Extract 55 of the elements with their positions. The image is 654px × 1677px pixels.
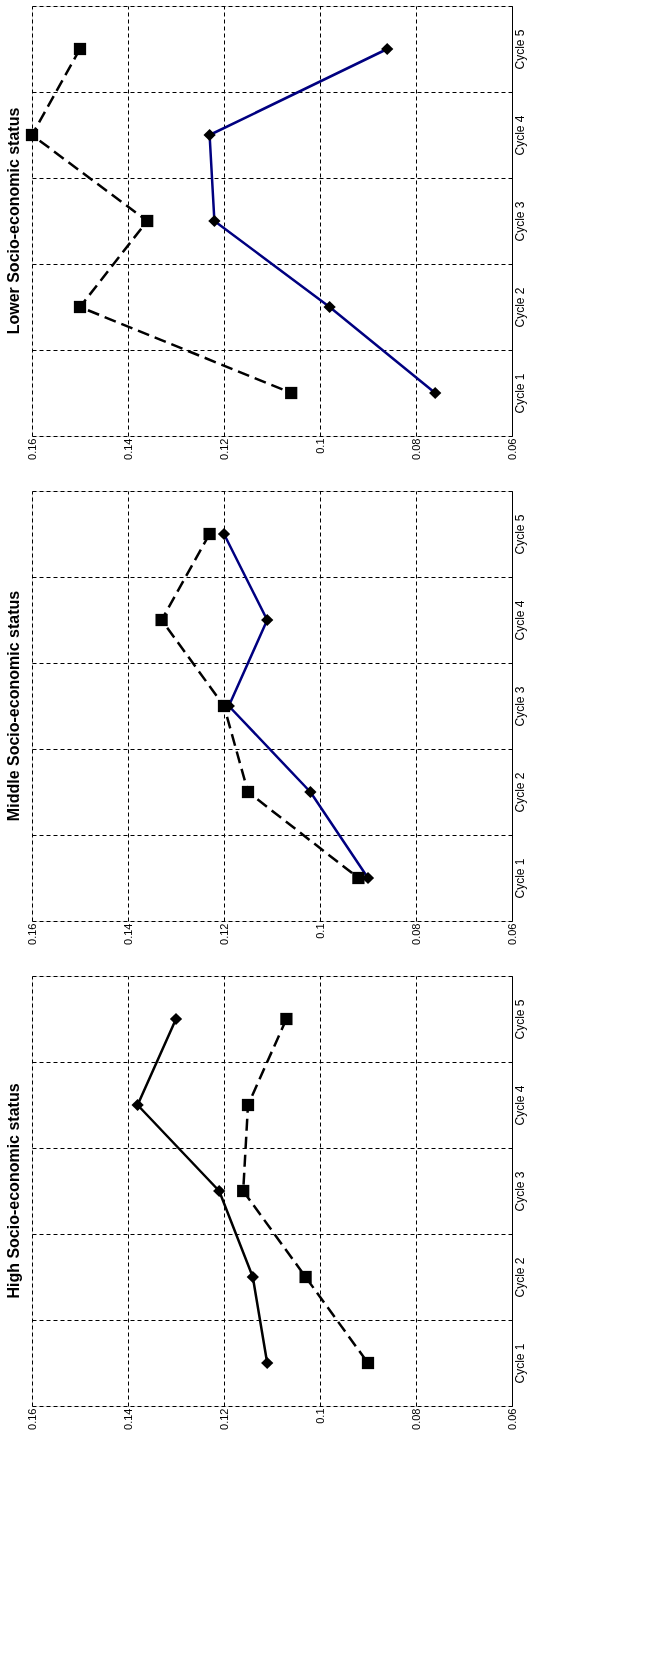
x-tick-label: 0.08 xyxy=(409,1408,422,1430)
point xyxy=(131,1098,144,1112)
y-tick-label: Cycle 1 xyxy=(512,1343,527,1384)
point xyxy=(361,1356,375,1370)
x-tick-label: 0.16 xyxy=(25,1408,38,1430)
point xyxy=(241,785,255,799)
text: Lower Socio-economic status xyxy=(4,107,22,335)
y-tick-label: Cycle 3 xyxy=(512,686,527,727)
x-tick-label: 0.12 xyxy=(217,1408,230,1430)
y-tick-label: Cycle 5 xyxy=(512,999,527,1040)
text: Middle Socio-economic status xyxy=(5,590,22,822)
x-tick-label: 0.12 xyxy=(217,923,230,945)
point xyxy=(73,300,87,314)
point xyxy=(261,1356,274,1370)
x-tick-label: 0.08 xyxy=(409,438,422,460)
point xyxy=(299,1270,312,1284)
x-tick-label: 0.14 xyxy=(121,1408,134,1430)
x-tick-label: 0.12 xyxy=(217,438,230,460)
y-tick-label: Cycle 1 xyxy=(512,858,527,899)
point xyxy=(203,527,216,541)
point xyxy=(246,1270,259,1284)
point xyxy=(141,214,154,228)
x-tick-label: 0.16 xyxy=(25,438,38,460)
x-tick-label: 0.06 xyxy=(505,923,518,945)
y-tick-label: Cycle 4 xyxy=(512,600,527,641)
point xyxy=(25,128,39,142)
y-tick-label: Cycle 2 xyxy=(512,287,527,328)
y-tick-label: Cycle 5 xyxy=(512,514,527,555)
point xyxy=(169,1012,183,1026)
y-tick-label: Cycle 1 xyxy=(512,373,527,414)
x-tick-label: 0.14 xyxy=(121,438,134,460)
point xyxy=(213,1184,226,1198)
x-tick-label: 0.06 xyxy=(505,438,518,460)
text: High Socio-economic status xyxy=(5,1083,22,1299)
y-tick-label: Cycle 4 xyxy=(512,115,527,156)
x-tick-label: 0.1 xyxy=(313,1408,326,1424)
point xyxy=(352,871,365,885)
point xyxy=(285,386,298,400)
x-tick-label: 0.1 xyxy=(313,923,326,939)
point xyxy=(241,1098,255,1112)
x-tick-label: 0.08 xyxy=(409,923,422,945)
x-tick-label: 0.1 xyxy=(313,438,326,454)
point xyxy=(155,613,168,627)
point xyxy=(237,1184,250,1198)
x-tick-label: 0.16 xyxy=(25,923,38,945)
y-tick-label: Cycle 3 xyxy=(512,201,527,242)
y-tick-label: Cycle 2 xyxy=(512,1257,527,1298)
point xyxy=(73,42,87,56)
point xyxy=(280,1012,293,1026)
x-tick-label: 0.14 xyxy=(121,923,134,945)
y-tick-label: Cycle 2 xyxy=(512,772,527,813)
y-tick-label: Cycle 3 xyxy=(512,1171,527,1212)
y-tick-label: Cycle 5 xyxy=(512,29,527,70)
x-tick-label: 0.06 xyxy=(505,1408,518,1430)
y-tick-label: Cycle 4 xyxy=(512,1085,527,1126)
